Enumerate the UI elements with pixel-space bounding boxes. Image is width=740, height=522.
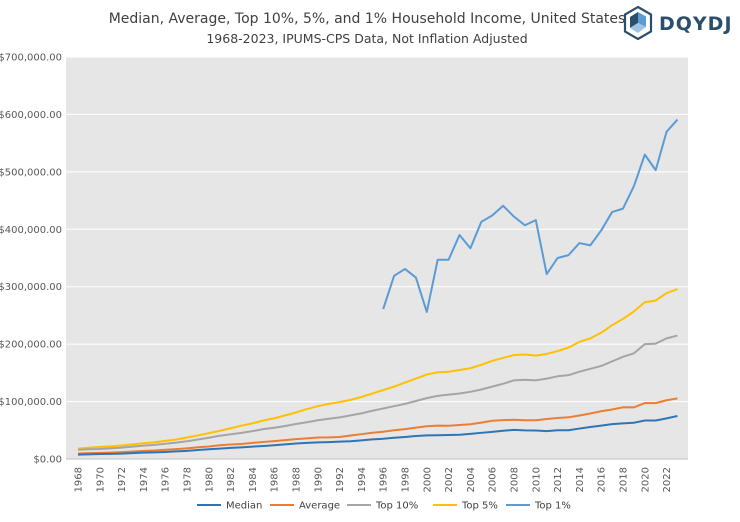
- x-tick-label: 1996: [379, 467, 390, 492]
- logo-hexagon-icon: [623, 5, 653, 41]
- x-tick-label: 2018: [619, 467, 630, 492]
- chart-subtitle: 1968-2023, IPUMS-CPS Data, Not Inflation…: [206, 31, 527, 46]
- legend-label-top-5: Top 5%: [461, 501, 498, 512]
- x-tick-label: 2004: [466, 467, 477, 492]
- x-tick-label: 1988: [292, 467, 303, 492]
- y-tick-label: $400,000.00: [0, 225, 62, 236]
- x-tick-label: 2006: [488, 467, 499, 492]
- y-tick-label: $500,000.00: [0, 167, 62, 178]
- y-tick-label: $700,000.00: [0, 53, 62, 64]
- brand-logo: DQYDJ: [623, 5, 733, 41]
- legend-label-average: Average: [299, 501, 340, 512]
- y-tick-label: $100,000.00: [0, 397, 62, 408]
- x-axis-ticks: 1968 1970 1972 1974 1976 1978 1980 1982 1984 1986…: [74, 467, 674, 492]
- x-tick-label: 2020: [640, 467, 651, 492]
- x-tick-label: 1976: [161, 467, 172, 492]
- x-tick-label: 2010: [531, 467, 542, 492]
- x-tick-label: 2014: [575, 467, 586, 492]
- x-tick-label: 1968: [74, 467, 85, 492]
- x-tick-label: 1984: [248, 467, 259, 492]
- legend-label-top-10: Top 10%: [375, 501, 418, 512]
- x-tick-label: 1978: [183, 467, 194, 492]
- series-line-median: [77, 414, 678, 456]
- x-tick-label: 1972: [117, 467, 128, 492]
- x-tick-label: 2012: [553, 467, 564, 492]
- x-tick-label: 2000: [422, 467, 433, 492]
- x-tick-label: 2008: [510, 467, 521, 492]
- y-tick-label: $0.00: [33, 455, 62, 466]
- series-line-top-5: [77, 288, 678, 450]
- x-tick-label: 1990: [313, 467, 324, 492]
- series-line-top-1: [382, 118, 679, 313]
- plot-area: [66, 57, 688, 459]
- x-tick-label: 2016: [597, 467, 608, 492]
- x-tick-label: 1970: [95, 467, 106, 492]
- series-lines: [77, 118, 679, 456]
- y-tick-label: $600,000.00: [0, 110, 62, 121]
- x-tick-label: 2002: [444, 467, 455, 492]
- chart-title: Median, Average, Top 10%, 5%, and 1% Hou…: [109, 11, 626, 27]
- gridlines: [66, 56, 688, 460]
- series-line-top-10: [77, 334, 678, 451]
- legend: Median Average Top 10% Top 5% Top 1%: [197, 501, 571, 512]
- x-tick-label: 1982: [226, 467, 237, 492]
- x-tick-label: 2022: [662, 467, 673, 492]
- y-axis-ticks: $0.00 $100,000.00 $200,000.00 $300,000.00 $4…: [0, 53, 62, 466]
- y-tick-label: $200,000.00: [0, 340, 62, 351]
- x-tick-label: 1986: [270, 467, 281, 492]
- x-tick-label: 1980: [204, 467, 215, 492]
- legend-label-top-1: Top 1%: [534, 501, 571, 512]
- x-tick-label: 1974: [139, 467, 150, 492]
- x-tick-label: 1994: [357, 467, 368, 492]
- legend-label-median: Median: [226, 501, 262, 512]
- series-line-average: [77, 397, 678, 455]
- x-tick-label: 1998: [401, 467, 412, 492]
- logo-text: DQYDJ: [659, 13, 733, 35]
- y-tick-label: $300,000.00: [0, 282, 62, 293]
- x-tick-label: 1992: [335, 467, 346, 492]
